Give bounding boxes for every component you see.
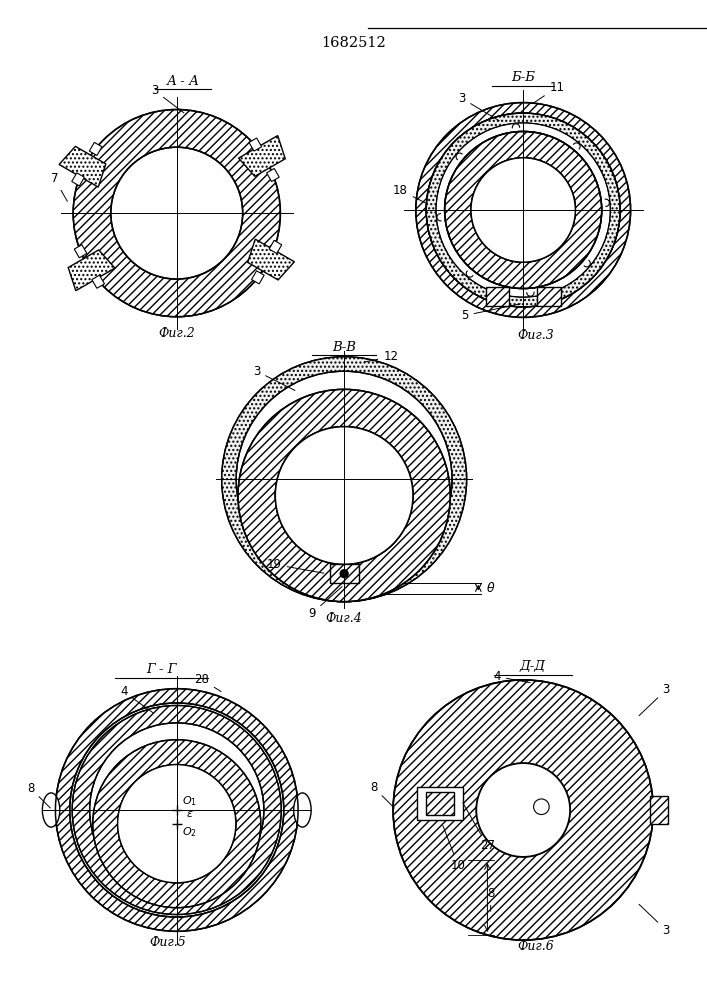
Ellipse shape [42,793,60,827]
Text: Б-Б: Б-Б [511,71,535,84]
Text: Г - Г: Г - Г [146,663,177,676]
Wedge shape [221,357,467,602]
Text: $\varepsilon$: $\varepsilon$ [186,809,194,819]
Polygon shape [416,787,463,820]
Polygon shape [269,240,282,253]
Text: В-В: В-В [332,341,356,354]
Text: 3: 3 [458,92,499,121]
Text: $O_2$: $O_2$ [182,825,197,839]
Polygon shape [426,792,454,815]
Wedge shape [93,740,261,908]
Circle shape [471,158,575,262]
Text: 12: 12 [364,350,398,363]
Polygon shape [89,142,102,155]
Text: 8: 8 [487,887,494,911]
Text: 1682512: 1682512 [321,36,386,50]
Circle shape [340,570,349,578]
Text: 8: 8 [370,781,395,808]
Text: 7: 7 [51,172,67,201]
Text: 27: 27 [463,803,495,852]
Text: 19: 19 [267,558,324,573]
Text: Фиг.3: Фиг.3 [517,329,554,342]
Text: 11: 11 [533,81,564,104]
Wedge shape [55,689,298,931]
Text: 10: 10 [443,826,466,872]
Circle shape [275,427,413,564]
Wedge shape [73,110,281,317]
Polygon shape [650,796,667,824]
Text: Фиг.5: Фиг.5 [149,936,186,949]
Wedge shape [445,131,602,289]
Text: Фиг.2: Фиг.2 [158,327,195,340]
Wedge shape [416,103,631,317]
Polygon shape [267,168,279,182]
Polygon shape [92,275,105,288]
Polygon shape [486,287,509,306]
Text: 8: 8 [27,782,50,808]
Text: Фиг.4: Фиг.4 [326,612,363,625]
Polygon shape [537,287,561,306]
Wedge shape [393,680,653,940]
Circle shape [477,763,570,857]
Text: θ: θ [487,582,495,595]
Text: 3: 3 [253,365,295,390]
Wedge shape [426,113,620,307]
Text: 3: 3 [639,683,670,716]
Text: $O_1$: $O_1$ [182,794,197,808]
Polygon shape [68,250,115,291]
Text: 9: 9 [308,587,342,620]
Polygon shape [252,271,264,284]
Polygon shape [249,138,262,151]
Text: 3: 3 [151,84,184,113]
Text: Д-Д: Д-Д [520,660,546,673]
Polygon shape [238,136,286,176]
Text: 28: 28 [194,673,221,692]
Text: 4: 4 [493,670,530,683]
Wedge shape [238,389,450,602]
Text: 18: 18 [393,184,428,204]
Text: 4: 4 [120,685,153,713]
Text: А - А: А - А [167,75,199,88]
Polygon shape [329,564,358,583]
Polygon shape [247,239,294,280]
Circle shape [117,765,236,883]
Polygon shape [71,173,84,186]
Wedge shape [72,705,281,915]
Ellipse shape [293,793,311,827]
Circle shape [534,799,549,815]
Text: Фиг.6: Фиг.6 [518,940,554,953]
Text: 3: 3 [639,904,670,937]
Polygon shape [74,245,87,258]
Polygon shape [59,146,106,187]
Text: 5: 5 [461,304,520,322]
